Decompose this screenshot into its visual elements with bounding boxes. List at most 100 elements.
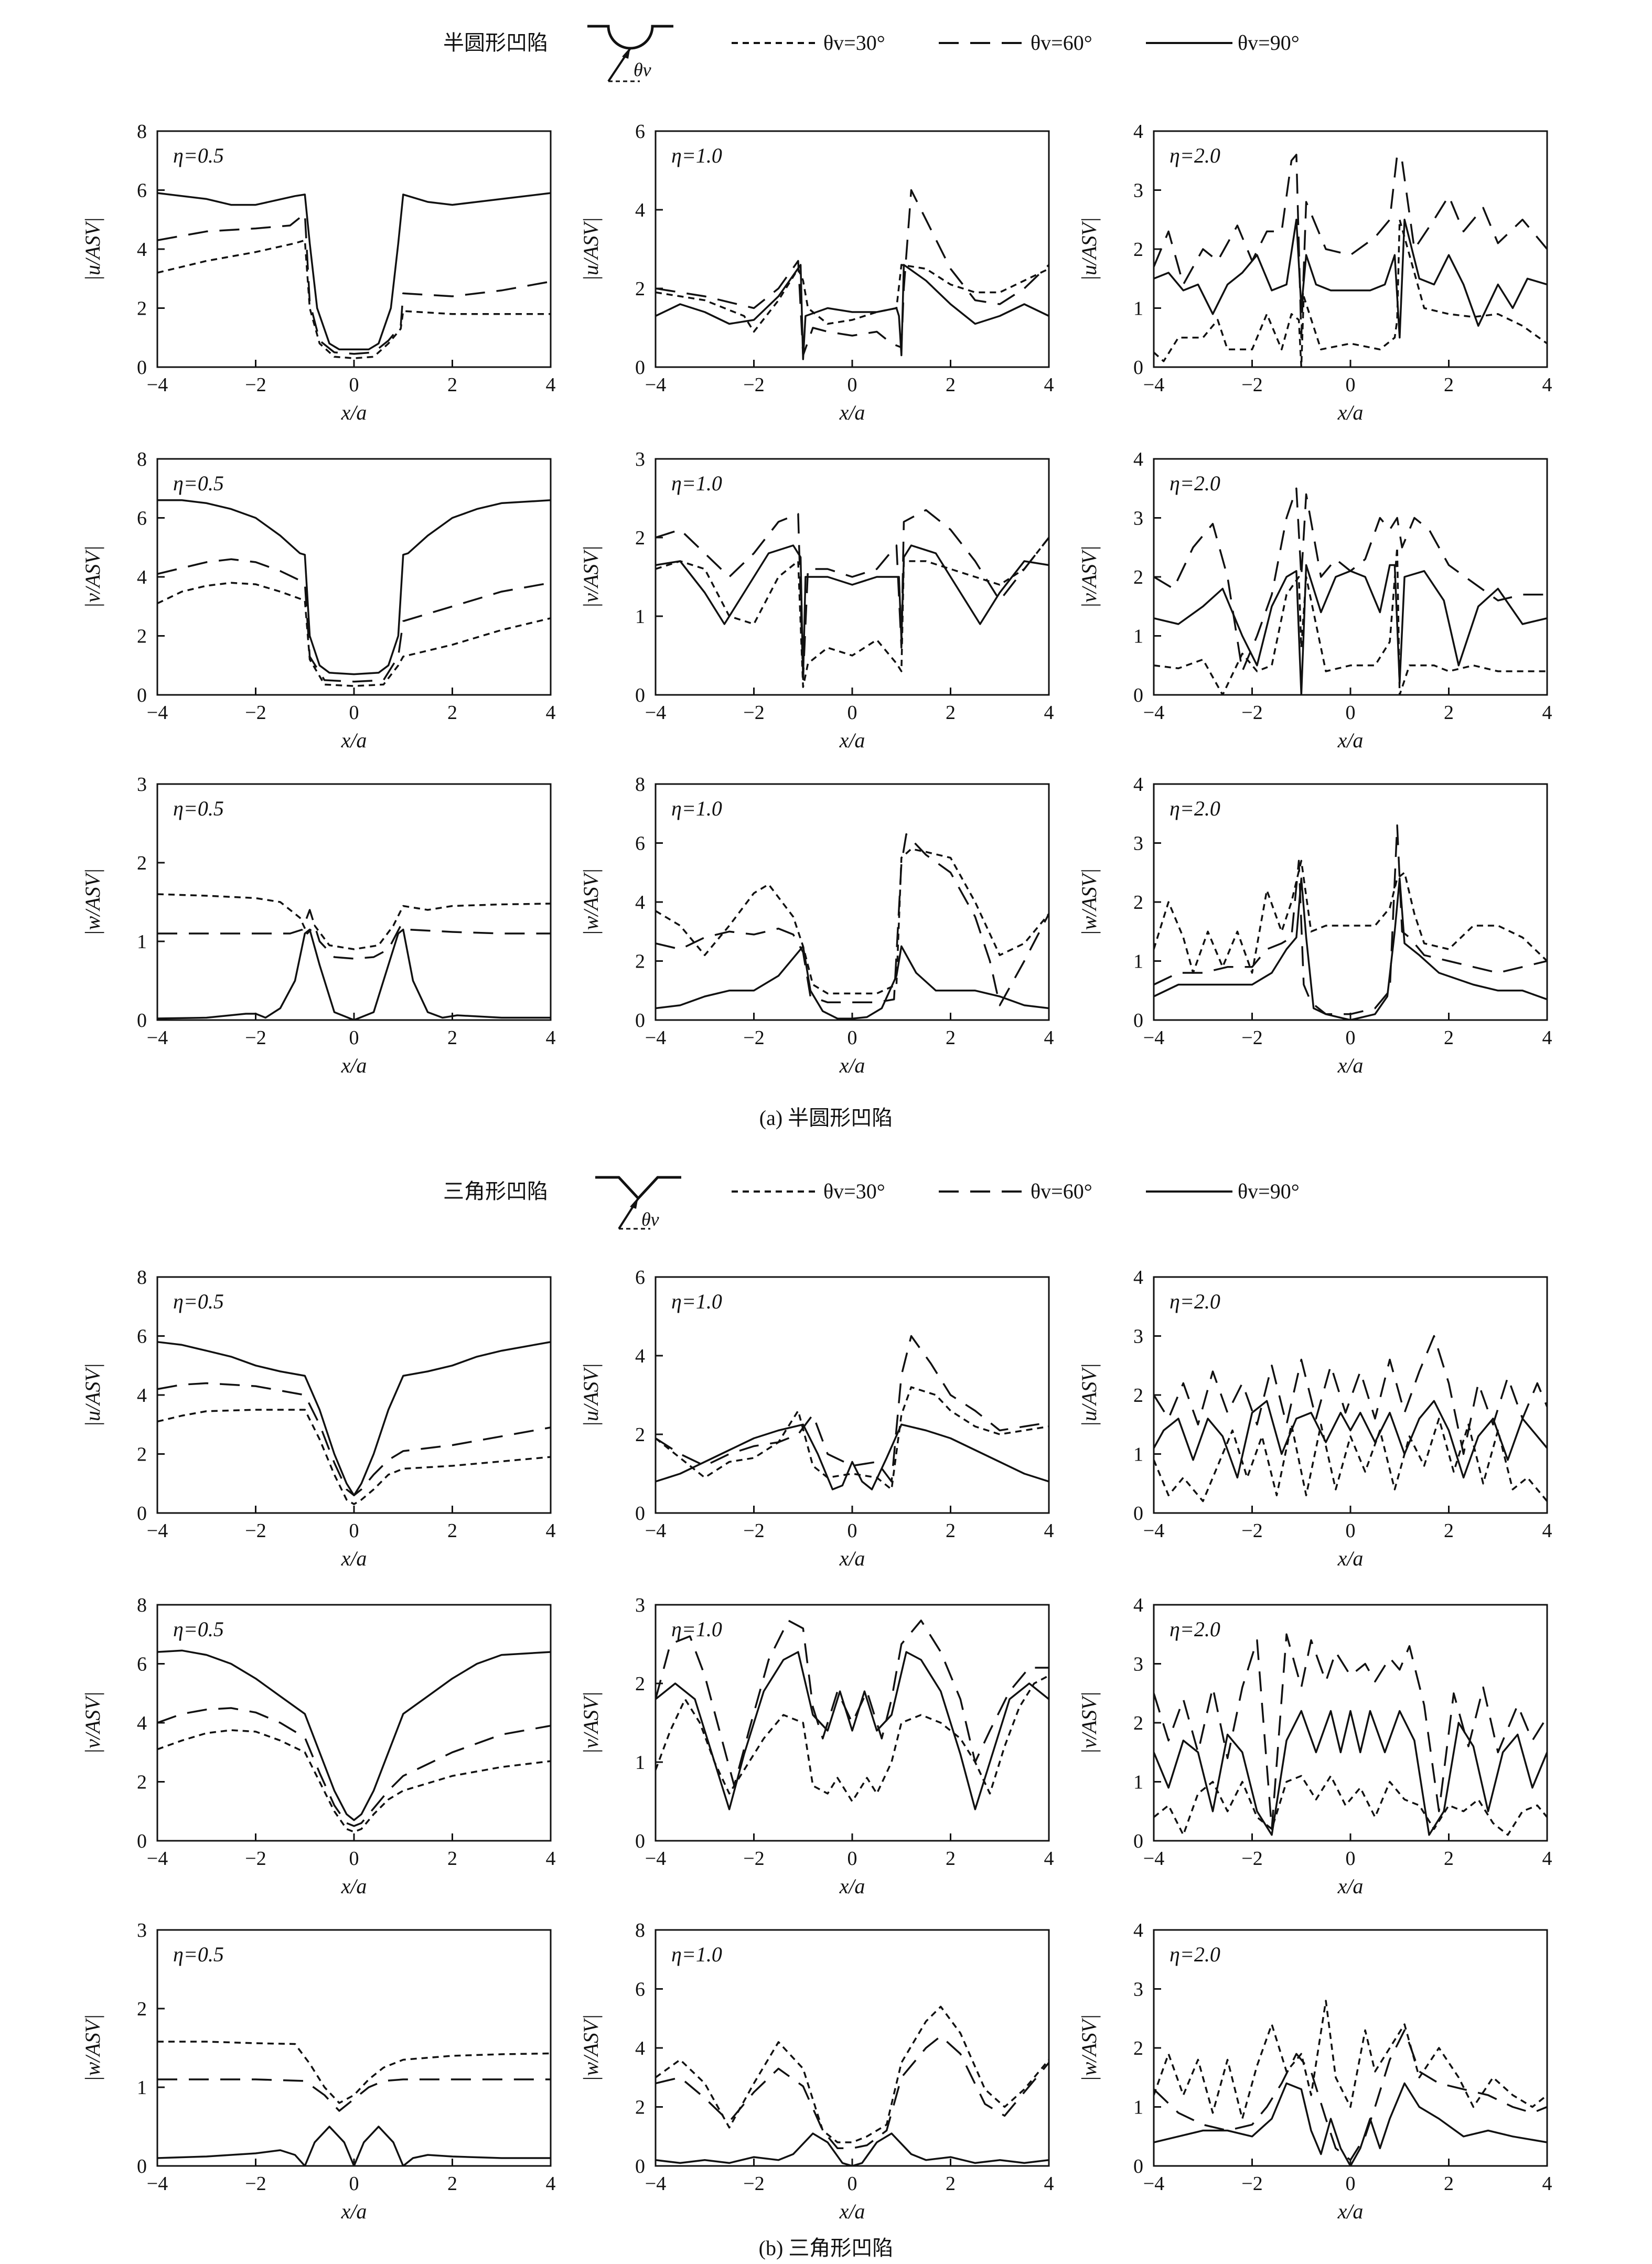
series-line-90 — [157, 2126, 551, 2166]
series-line-30 — [656, 1675, 1049, 1802]
y-tick-label: 8 — [137, 1594, 147, 1616]
y-axis-label: |v/ASV| — [579, 1691, 603, 1754]
series-line-90 — [656, 1423, 1049, 1490]
x-tick-label: 4 — [1044, 2173, 1054, 2195]
y-tick-label: 4 — [1133, 1267, 1143, 1289]
chart-panel-b-w-1: −4 −2 0 2 4 0 1 2 3 η=0.5 x/a |w/ASV| — [81, 1919, 556, 2223]
x-axis-label: x/a — [341, 1054, 367, 1077]
series-line-60 — [656, 1335, 1049, 1483]
x-tick-label: −2 — [743, 374, 764, 396]
y-tick-label: 8 — [635, 774, 645, 796]
x-tick-label: 4 — [1044, 1520, 1054, 1542]
y-axis-label: |u/ASV| — [579, 217, 603, 281]
y-tick-label: 2 — [635, 527, 645, 549]
x-tick-label: −4 — [147, 1848, 168, 1870]
legend-item-60-b: θv=60° — [939, 1179, 1092, 1203]
eta-label: η=2.0 — [1170, 1290, 1220, 1313]
x-tick-label: −4 — [147, 702, 168, 724]
y-tick-label: 4 — [1133, 1919, 1143, 1941]
y-tick-label: 1 — [137, 931, 147, 953]
series-line-30 — [656, 2005, 1049, 2143]
series-line-30 — [157, 2041, 551, 2104]
y-tick-label: 4 — [1133, 1594, 1143, 1616]
y-axis-label: |w/ASV| — [81, 2014, 104, 2082]
series-line-90 — [157, 1649, 551, 1821]
y-axis-label: |v/ASV| — [81, 545, 104, 608]
series-line-30 — [1154, 219, 1547, 367]
y-tick-label: 0 — [635, 1010, 645, 1032]
series-line-60 — [1154, 1335, 1547, 1455]
y-tick-label: 1 — [1133, 298, 1143, 320]
chart-panel-a-u-3: −4 −2 0 2 4 0 1 2 3 4 η=2.0 x/a |u/ASV| — [1077, 121, 1552, 424]
series-line-60 — [157, 1707, 551, 1827]
x-axis-label: x/a — [1337, 1547, 1364, 1570]
x-tick-label: 4 — [546, 1848, 556, 1870]
x-axis-label: x/a — [1337, 2199, 1364, 2223]
series-line-90 — [1154, 1400, 1547, 1479]
x-tick-label: 4 — [1542, 374, 1552, 396]
x-tick-label: 4 — [1044, 1027, 1054, 1049]
group-b-name: 三角形凹陷 — [443, 1179, 548, 1203]
legend-item-30-b: θv=30° — [732, 1179, 885, 1203]
y-tick-label: 2 — [137, 298, 147, 320]
y-tick-label: 0 — [137, 1010, 147, 1032]
x-tick-label: 4 — [546, 1027, 556, 1049]
series-line-60 — [157, 1382, 551, 1497]
eta-label: η=1.0 — [671, 1943, 722, 1966]
y-tick-label: 4 — [1133, 774, 1143, 796]
series-group — [656, 509, 1049, 688]
eta-label: η=2.0 — [1170, 471, 1220, 495]
eta-label: η=0.5 — [173, 797, 224, 820]
x-tick-label: 4 — [1044, 702, 1054, 724]
y-tick-label: 0 — [635, 357, 645, 379]
x-tick-label: −2 — [1241, 1848, 1262, 1870]
x-tick-label: 4 — [1542, 2173, 1552, 2195]
x-tick-label: 2 — [447, 1848, 457, 1870]
x-tick-label: −2 — [245, 702, 266, 724]
x-tick-label: −4 — [1143, 1520, 1164, 1542]
x-tick-label: 2 — [1444, 2173, 1454, 2195]
eta-label: η=1.0 — [671, 1290, 722, 1313]
series-line-60 — [656, 509, 1049, 680]
x-tick-label: 2 — [1444, 1027, 1454, 1049]
x-tick-label: 0 — [1346, 374, 1356, 396]
x-axis-label: x/a — [1337, 1874, 1364, 1898]
y-tick-label: 3 — [1133, 508, 1143, 530]
y-tick-label: 6 — [137, 1326, 147, 1348]
y-axis-label: |v/ASV| — [1077, 1691, 1101, 1754]
series-line-90 — [1154, 877, 1547, 1020]
x-tick-label: 4 — [546, 374, 556, 396]
y-tick-label: 0 — [1133, 1830, 1143, 1852]
series-line-90 — [1154, 1710, 1547, 1836]
series-line-30 — [656, 848, 1049, 995]
eta-label: η=0.5 — [173, 144, 224, 167]
x-tick-label: −2 — [743, 1520, 764, 1542]
chart-panel-a-w-3: −4 −2 0 2 4 0 1 2 3 4 η=2.0 x/a |w/ASV| — [1077, 774, 1552, 1077]
x-tick-label: −4 — [645, 2173, 666, 2195]
y-tick-label: 6 — [635, 1267, 645, 1289]
y-axis-label: |v/ASV| — [1077, 545, 1101, 608]
y-tick-label: 2 — [137, 1998, 147, 2020]
y-tick-label: 0 — [137, 1503, 147, 1525]
x-tick-label: 2 — [1444, 1520, 1454, 1542]
eta-label: η=0.5 — [173, 1617, 224, 1641]
x-tick-label: 2 — [447, 2173, 457, 2195]
y-tick-label: 0 — [137, 357, 147, 379]
series-group — [1154, 154, 1547, 367]
series-line-30 — [1154, 860, 1547, 974]
y-tick-label: 4 — [635, 1345, 645, 1367]
y-tick-label: 4 — [137, 566, 147, 588]
x-axis-label: x/a — [341, 2199, 367, 2223]
x-tick-label: 0 — [1346, 1520, 1356, 1542]
y-tick-label: 3 — [635, 448, 645, 470]
x-tick-label: −2 — [743, 2173, 764, 2195]
series-group — [656, 1619, 1049, 1810]
chart-panel-b-u-1: −4 −2 0 2 4 0 2 4 6 8 η=0.5 x/a |u/ASV| — [81, 1267, 556, 1570]
y-axis-label: |u/ASV| — [81, 217, 104, 281]
x-tick-label: 4 — [1044, 374, 1054, 396]
series-line-90 — [1154, 564, 1547, 695]
x-tick-label: 2 — [1444, 374, 1454, 396]
series-line-30 — [157, 239, 551, 359]
y-tick-label: 0 — [1133, 357, 1143, 379]
eta-label: η=0.5 — [173, 1943, 224, 1966]
